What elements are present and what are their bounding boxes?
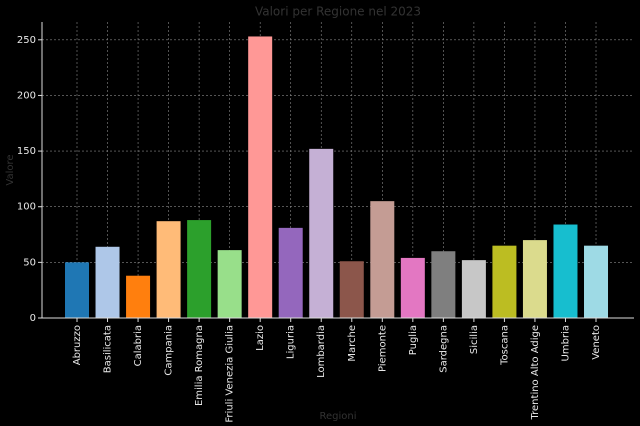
bar [248, 36, 273, 319]
x-tick-label: Trentino Alto Adige [530, 325, 541, 420]
bar [126, 275, 151, 318]
bar [217, 250, 242, 318]
bar [187, 220, 212, 318]
bar [370, 201, 395, 318]
x-tick-label: Abruzzo [72, 325, 83, 365]
x-tick-label: Emilia Romagna [194, 325, 205, 406]
bar [431, 251, 456, 318]
x-tick-label: Sicilia [469, 325, 480, 354]
x-tick-label: Umbria [560, 325, 571, 361]
chart-title: Valori per Regione nel 2023 [255, 5, 421, 19]
x-tick-label: Puglia [408, 325, 419, 355]
bar [461, 260, 486, 318]
bar [278, 227, 303, 318]
bar [584, 245, 609, 318]
x-tick-label: Lombardia [316, 325, 327, 378]
bar [65, 262, 89, 318]
x-tick-label: Friuli Venezia Giulia [225, 325, 236, 423]
x-tick-label: Marche [347, 325, 358, 362]
bar [339, 261, 364, 318]
bar [400, 257, 425, 318]
bar [492, 245, 517, 318]
y-tick-label: 250 [17, 35, 36, 46]
x-tick-label: Piemonte [377, 325, 388, 372]
x-tick-label: Basilicata [103, 325, 114, 373]
y-tick-label: 150 [17, 146, 36, 157]
y-tick-label: 50 [23, 257, 36, 268]
bar [95, 246, 120, 318]
bar [522, 240, 547, 318]
x-axis-label: Regioni [319, 411, 356, 422]
x-tick-label: Liguria [286, 325, 297, 359]
x-tick-label: Sardegna [438, 325, 449, 373]
y-tick-label: 0 [30, 313, 36, 324]
x-tick-label: Veneto [591, 325, 602, 360]
x-tick-label: Lazio [255, 325, 266, 351]
bar [156, 221, 181, 318]
y-tick-label: 200 [17, 90, 36, 101]
x-tick-label: Calabria [133, 325, 144, 366]
x-tick-label: Campania [164, 325, 175, 376]
y-tick-label: 100 [17, 202, 36, 213]
y-axis-label: Valore [5, 154, 16, 185]
bar [553, 224, 578, 318]
bar [309, 148, 334, 318]
x-tick-label: Toscana [499, 325, 510, 366]
